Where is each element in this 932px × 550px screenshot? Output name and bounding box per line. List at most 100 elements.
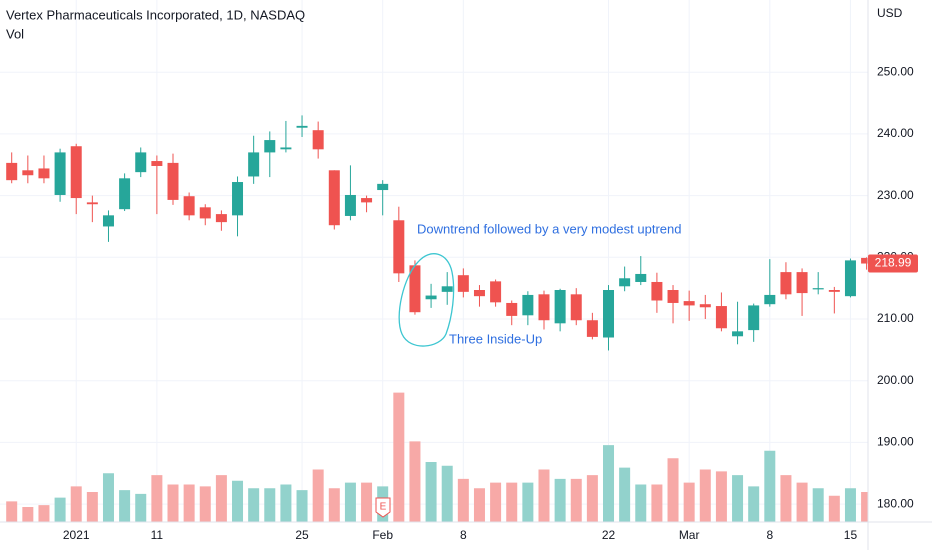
- volume-bar: [38, 505, 50, 522]
- volume-bar: [70, 486, 82, 522]
- volume-bar: [828, 495, 840, 522]
- volume-bar: [473, 488, 485, 522]
- volume-bar: [54, 497, 66, 522]
- candle-body: [683, 301, 695, 306]
- volume-bar: [506, 482, 518, 522]
- candle-body: [522, 294, 534, 316]
- candle-body: [699, 304, 711, 308]
- last-price-tag: [868, 254, 918, 273]
- candle-body: [38, 168, 50, 179]
- volume-bar: [635, 484, 647, 522]
- candle-layer: [6, 115, 868, 351]
- candle-body: [264, 140, 276, 153]
- volume-bar: [119, 490, 131, 522]
- x-tick-label: Mar: [679, 528, 700, 542]
- candle-body: [409, 265, 421, 313]
- annotation: Downtrend followed by a very modest uptr…: [417, 221, 681, 236]
- volume-bar: [425, 462, 437, 522]
- candle-body: [796, 272, 808, 294]
- candle-body: [296, 125, 308, 128]
- volume-bar: [715, 471, 727, 522]
- earnings-badge-shape: [375, 497, 391, 518]
- volume-bar: [844, 488, 856, 522]
- x-tick-label: 22: [602, 528, 616, 542]
- candle-body: [119, 178, 131, 210]
- candle-body: [635, 273, 647, 282]
- candle-body: [651, 281, 663, 301]
- candle-body: [86, 202, 98, 205]
- candle-body: [215, 214, 227, 223]
- volume-bar: [651, 484, 663, 522]
- candle-body: [506, 302, 518, 316]
- candle-body: [232, 182, 244, 216]
- candle-body: [328, 170, 340, 226]
- volume-bar: [280, 484, 292, 522]
- candle-body: [361, 198, 373, 203]
- volume-bar: [683, 482, 695, 522]
- volume-bar: [667, 458, 679, 522]
- candle-body: [570, 294, 582, 321]
- volume-bar: [861, 492, 868, 522]
- volume-bar: [538, 469, 550, 522]
- candle-body: [619, 278, 631, 287]
- candle-body: [667, 290, 679, 303]
- y-tick-label: 190.00: [877, 435, 914, 449]
- candle-body: [457, 275, 469, 292]
- candle-body: [828, 290, 840, 292]
- earnings-badge: E: [375, 497, 391, 518]
- chart-title: Vertex Pharmaceuticals Incorporated, 1D,…: [6, 7, 305, 22]
- candle-body: [441, 286, 453, 292]
- volume-bar: [215, 475, 227, 522]
- volume-bar: [232, 480, 244, 522]
- y-tick-label: 250.00: [877, 64, 914, 78]
- x-tick-label: 11: [151, 528, 164, 542]
- candle-body: [135, 152, 147, 173]
- candle-body: [199, 207, 211, 219]
- x-tick-label: 8: [766, 528, 773, 542]
- candle-body: [377, 183, 389, 191]
- candle-body: [586, 320, 598, 337]
- candle-body: [780, 272, 792, 295]
- pattern-outline: [398, 253, 455, 347]
- candle-body: [312, 130, 324, 150]
- candle-body: [844, 260, 856, 297]
- grid: [0, 0, 868, 522]
- candle-body: [151, 161, 163, 166]
- volume-bar: [199, 486, 211, 522]
- x-tick-label: 2021: [63, 528, 90, 542]
- volume-bar: [361, 482, 373, 522]
- volume-bar: [296, 490, 308, 522]
- y-tick-label: 230.00: [877, 188, 914, 202]
- volume-bar: [312, 469, 324, 522]
- candle-body: [183, 196, 195, 216]
- candle-body: [22, 170, 34, 176]
- volume-bar: [409, 441, 421, 522]
- volume-bar: [135, 493, 147, 522]
- candle-body: [393, 220, 405, 274]
- volume-bar: [6, 501, 18, 522]
- candle-body: [764, 294, 776, 305]
- candle-body: [732, 331, 744, 337]
- volume-bar: [812, 488, 824, 522]
- x-tick-label: Feb: [372, 528, 393, 542]
- annotation: Three Inside-Up: [449, 331, 542, 346]
- volume-bar: [344, 482, 356, 522]
- volume-bar: [554, 478, 566, 522]
- candle-body: [425, 295, 437, 300]
- candle-body: [280, 147, 292, 150]
- y-tick-label: 180.00: [877, 496, 914, 510]
- candle-body: [54, 152, 66, 195]
- volume-bar: [167, 484, 179, 522]
- volume-bar: [780, 475, 792, 522]
- candle-body: [603, 290, 615, 338]
- volume-bar: [603, 445, 615, 522]
- candle-body: [248, 152, 260, 177]
- candle-body: [6, 162, 18, 181]
- volume-bar: [151, 475, 163, 522]
- volume-bar: [586, 475, 598, 522]
- x-tick-label: 8: [460, 528, 467, 542]
- x-tick-label: 25: [295, 528, 309, 542]
- y-tick-label: 210.00: [877, 311, 914, 325]
- volume-bar: [183, 484, 195, 522]
